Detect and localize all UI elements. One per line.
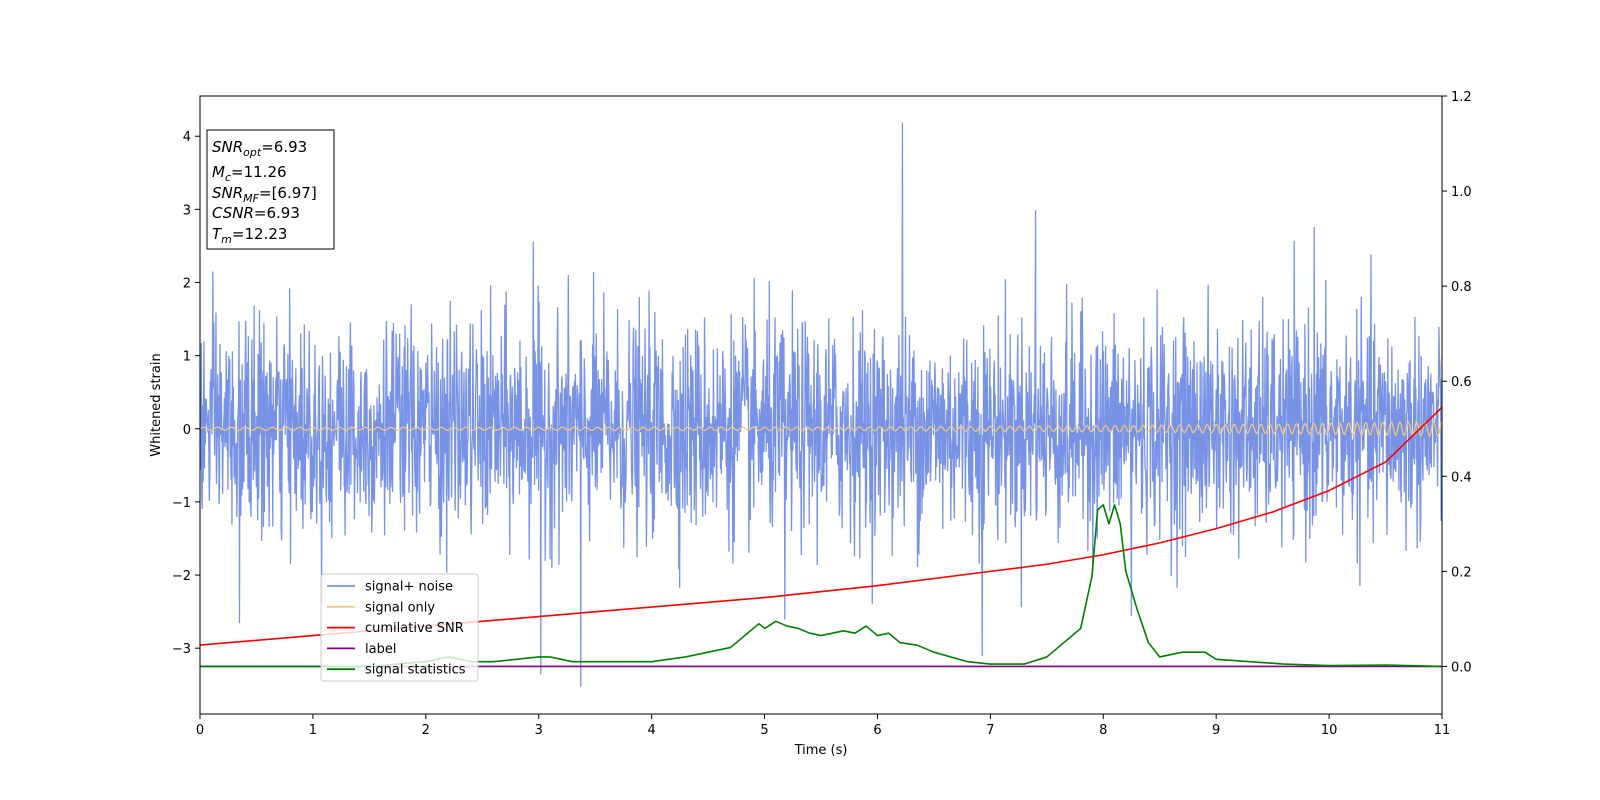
y-tick-label-left: 1 — [183, 350, 191, 365]
legend: signal+ noise signal only cumilative SNR la… — [320, 573, 479, 682]
plot-frame — [199, 95, 1443, 715]
x-tick-label: 9 — [1212, 723, 1220, 738]
y-tick-label-left: −2 — [172, 569, 191, 584]
y-axis-label: Whitened strain — [149, 353, 164, 456]
x-tick-label: 3 — [535, 723, 543, 738]
info-box-line: Tm=12.23 — [212, 225, 287, 246]
series-signal-statistics-line — [200, 504, 1442, 668]
y-tick-label-right: 0.4 — [1451, 470, 1472, 485]
info-box-line: CSNR=6.93 — [212, 204, 300, 222]
y-tick-label-right: 0.8 — [1451, 280, 1472, 295]
x-tick-label: 11 — [1434, 723, 1451, 738]
y-axis-left: −3 −2 −1 0 1 2 3 4 — [172, 130, 200, 657]
x-tick-label: 4 — [647, 723, 655, 738]
info-box-line: SNRMF=[6.97] — [212, 184, 317, 205]
x-tick-label: 8 — [1099, 723, 1107, 738]
y-tick-label-right: 0.0 — [1451, 660, 1472, 675]
x-tick-label: 7 — [986, 723, 994, 738]
legend-label: cumilative SNR — [365, 621, 464, 636]
info-box-line: SNRopt=6.93 — [212, 138, 307, 159]
y-tick-label-right: 0.6 — [1451, 375, 1472, 390]
legend-frame — [320, 573, 479, 682]
y-tick-label-left: −3 — [172, 642, 191, 657]
x-axis-label: Time (s) — [794, 743, 848, 758]
legend-label: signal statistics — [365, 663, 466, 678]
y-tick-label-left: 0 — [183, 423, 191, 438]
info-box-line: Mc=11.26 — [212, 163, 287, 184]
x-tick-label: 2 — [422, 723, 430, 738]
y-tick-label-right: 0.2 — [1451, 565, 1472, 580]
y-tick-label-left: 2 — [183, 276, 191, 291]
x-tick-label: 10 — [1321, 723, 1338, 738]
legend-label: signal only — [365, 600, 435, 615]
y-axis-right: 0.0 0.2 0.4 0.6 0.8 1.0 1.2 — [1442, 90, 1472, 675]
y-tick-label-right: 1.2 — [1451, 90, 1472, 105]
x-tick-label: 1 — [309, 723, 317, 738]
series-cumilative-snr-line — [200, 406, 1442, 646]
series-signal-noise-line — [200, 122, 1442, 687]
y-tick-label-left: −1 — [172, 496, 191, 511]
y-tick-label-left: 3 — [183, 203, 191, 218]
x-tick-label: 0 — [196, 723, 204, 738]
info-box: SNRopt=6.93 Mc=11.26SNRMF=[6.97]CSNR=6.93… — [206, 129, 335, 250]
y-tick-label-left: 4 — [183, 130, 191, 145]
legend-label: signal+ noise — [365, 580, 453, 595]
x-axis: 0 1 2 3 4 5 6 7 8 9 10 11 — [196, 714, 1450, 738]
x-tick-label: 5 — [760, 723, 768, 738]
series-signal-only-line — [200, 420, 1442, 437]
legend-label: label — [365, 642, 396, 657]
x-tick-label: 6 — [873, 723, 881, 738]
y-tick-label-right: 1.0 — [1451, 185, 1472, 200]
info-box-frame — [206, 129, 335, 250]
